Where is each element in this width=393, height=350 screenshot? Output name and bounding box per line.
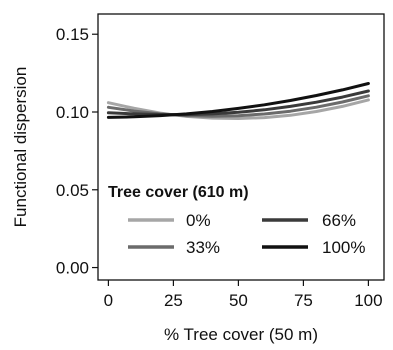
legend: Tree cover (610 m) 0% 33% 66% 100% (108, 184, 365, 257)
x-tick-label: 75 (294, 291, 313, 310)
series-line-100pct (106, 82, 370, 119)
x-tick-label: 25 (164, 291, 183, 310)
y-tick-label: 0.15 (56, 25, 89, 44)
y-tick-label: 0.05 (56, 181, 89, 200)
plot-frame (97, 13, 385, 281)
legend-label: 100% (322, 238, 365, 257)
series-lines (106, 82, 370, 120)
x-axis-title: % Tree cover (50 m) (164, 325, 318, 344)
y-axis-title: Functional dispersion (11, 67, 30, 228)
y-axis: 0.00 0.05 0.10 0.15 (56, 25, 98, 278)
legend-label: 66% (322, 211, 356, 230)
x-axis: 0 25 50 75 100 (104, 280, 383, 310)
x-tick-label: 50 (229, 291, 248, 310)
legend-label: 0% (186, 211, 211, 230)
y-tick-label: 0.00 (56, 259, 89, 278)
x-tick-label: 100 (354, 291, 382, 310)
legend-label: 33% (186, 238, 220, 257)
x-tick-label: 0 (104, 291, 113, 310)
legend-title: Tree cover (610 m) (108, 184, 249, 201)
y-tick-label: 0.10 (56, 103, 89, 122)
